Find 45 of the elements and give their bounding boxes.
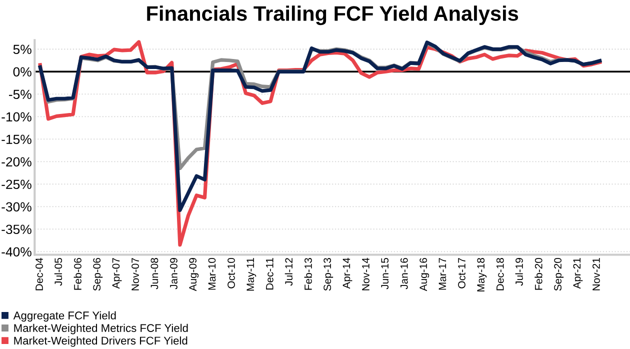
x-tick-label: Mar-10 <box>208 258 216 290</box>
x-tick-label: Dec-11 <box>266 258 274 290</box>
x-tick-label: Jul-05 <box>54 258 62 286</box>
x-tick-label: Nov-07 <box>132 258 139 290</box>
x-tick-label: Jun-15 <box>381 258 389 290</box>
x-tick-label: Nov-14 <box>362 258 370 290</box>
x-tick-label: Sep-06 <box>93 258 103 291</box>
y-tick-label: -10% <box>2 112 32 122</box>
line-series <box>38 40 602 212</box>
x-tick-label: Feb-06 <box>74 258 82 290</box>
y-tick-label: -15% <box>2 134 32 144</box>
y-tick-label: 0% <box>13 67 32 77</box>
x-tick-label: Apr-21 <box>573 258 583 289</box>
x-tick-label: Oct-17 <box>458 258 466 288</box>
x-tick-label: May-18 <box>477 258 487 292</box>
x-tick-label: May-11 <box>246 258 256 291</box>
legend-label: Market-Weighted Metrics FCF Yield <box>14 324 188 334</box>
legend-label: Aggregate FCF Yield <box>13 311 116 322</box>
x-tick-label: Aug-16 <box>420 258 430 292</box>
x-tick-label: Mar-17 <box>438 258 446 290</box>
x-tick-label: Jan-09 <box>170 258 178 290</box>
legend-label: Market-Weighted Drivers FCF Yield <box>14 336 188 347</box>
y-tick-label: -5% <box>8 90 32 100</box>
chart-title: Financials Trailing FCF Yield Analysis <box>147 6 518 26</box>
x-tick-label: Apr-14 <box>342 258 352 289</box>
x-tick-label: Feb-13 <box>304 258 312 290</box>
x-tick-label: Jul-19 <box>515 258 523 286</box>
y-tick-label: -20% <box>2 157 32 167</box>
x-tick-label: Dec-04 <box>36 258 43 290</box>
y-tick-label: -30% <box>2 202 32 212</box>
x-tick-label: Feb-20 <box>534 258 542 290</box>
x-tick-label: Jul-12 <box>284 258 293 286</box>
x-tick-label: Apr-07 <box>112 258 122 289</box>
x-tick-label: Aug-09 <box>189 258 199 292</box>
x-tick-label: Oct-10 <box>228 258 235 288</box>
x-tick-label: Jan-16 <box>400 258 408 290</box>
y-tick-label: 5% <box>13 44 32 54</box>
x-tick-label: Jun-08 <box>150 258 158 290</box>
y-tick-label: -35% <box>2 224 32 234</box>
x-tick-label: Sep-20 <box>554 258 564 291</box>
y-tick-label: -40% <box>2 247 32 257</box>
x-tick-label: Sep-13 <box>324 258 334 291</box>
x-tick-label: Nov-21 <box>592 258 600 290</box>
x-tick-label: Dec-18 <box>496 258 504 290</box>
y-tick-label: -25% <box>2 180 32 190</box>
